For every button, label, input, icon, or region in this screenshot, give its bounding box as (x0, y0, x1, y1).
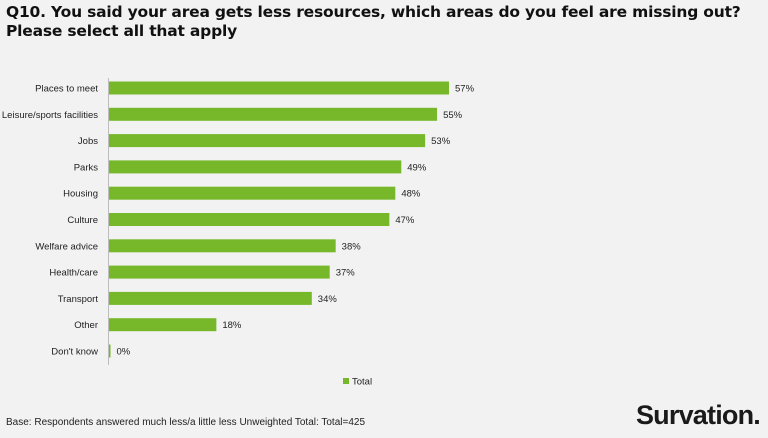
value-label: 57% (455, 84, 475, 95)
category-label: Welfare advice (35, 241, 98, 252)
category-label: Leisure/sports facilities (2, 110, 98, 121)
bar (109, 265, 330, 279)
bar (109, 344, 111, 358)
category-label: Jobs (78, 136, 98, 147)
base-note: Base: Respondents answered much less/a l… (6, 417, 366, 428)
category-label: Other (74, 320, 98, 331)
category-label: Transport (58, 294, 99, 305)
chart-title: Q10. You said your area gets less resour… (6, 3, 741, 40)
bar (109, 213, 390, 226)
value-label: 0% (117, 347, 131, 358)
value-label: 47% (395, 215, 415, 226)
bar (109, 160, 402, 174)
legend-swatch (343, 378, 349, 384)
bar (109, 186, 396, 200)
value-label: 37% (336, 268, 356, 279)
bar (109, 107, 438, 121)
category-label: Don't know (51, 347, 98, 358)
category-label: Housing (63, 189, 98, 200)
bar-group: Places to meet 57% Leisure/sports faciliti… (2, 81, 475, 358)
legend: Total (343, 377, 372, 388)
bar (109, 318, 217, 332)
value-label: 49% (407, 162, 427, 173)
category-label: Parks (74, 162, 99, 173)
value-label: 34% (318, 294, 338, 305)
legend-label: Total (352, 377, 372, 388)
survation-logo: Survation. (635, 400, 761, 430)
category-label: Places to meet (35, 84, 98, 95)
value-label: 18% (222, 320, 242, 331)
value-label: 48% (401, 189, 421, 200)
value-label: 53% (431, 136, 451, 147)
value-label: 38% (342, 241, 362, 252)
bar (109, 134, 426, 148)
value-label: 55% (443, 110, 463, 121)
category-label: Health/care (49, 268, 98, 279)
bar (109, 291, 312, 305)
category-label: Culture (67, 215, 98, 226)
bar (109, 81, 449, 95)
bar (109, 239, 336, 253)
